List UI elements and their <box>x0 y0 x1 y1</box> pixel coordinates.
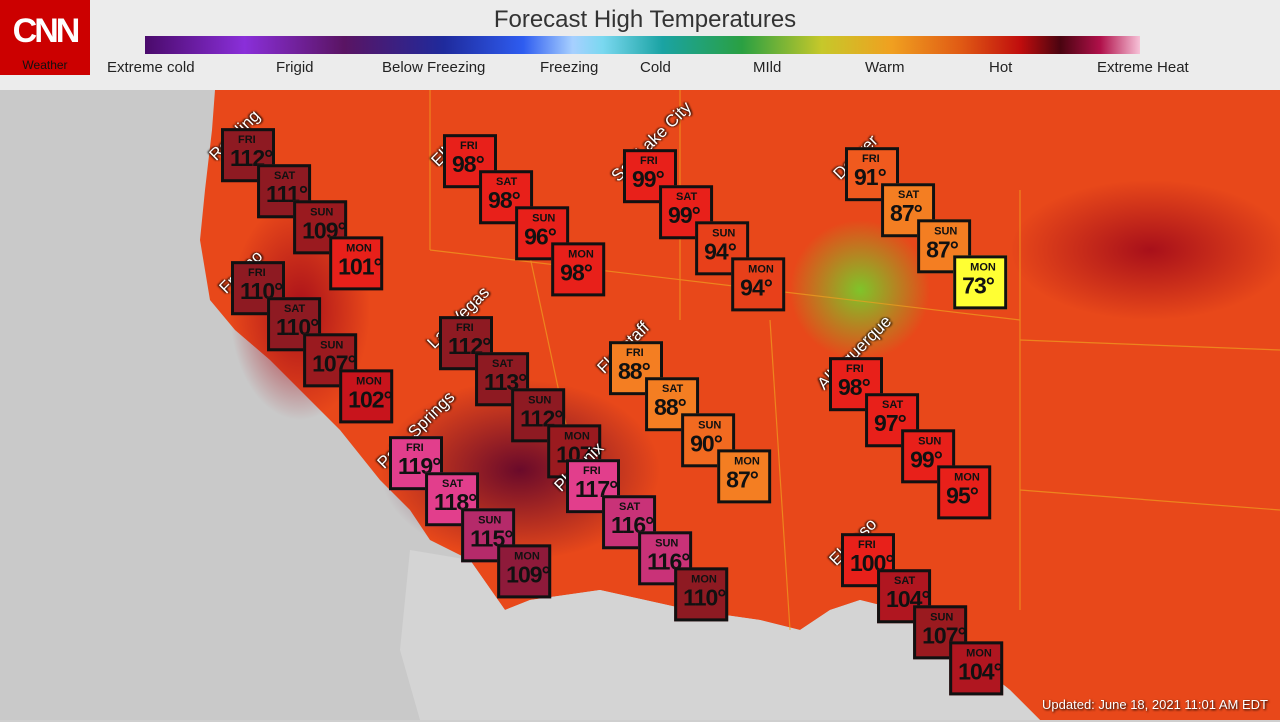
forecast-temp: 95° <box>946 482 978 509</box>
page-title: Forecast High Temperatures <box>493 6 797 33</box>
updated-timestamp: Updated: June 18, 2021 11:01 AM EDT <box>1042 697 1268 712</box>
forecast-temp: 94° <box>740 274 772 301</box>
forecast-temp: 104° <box>958 658 1002 685</box>
scale-label-extreme-cold: Extreme cold <box>107 59 195 76</box>
heat-zone-plains <box>1010 180 1280 320</box>
cool-zone-colorado-mountains <box>790 220 930 360</box>
forecast-temp: 101° <box>338 253 382 280</box>
forecast-temp: 109° <box>506 561 550 588</box>
forecast-temp: 73° <box>962 272 994 299</box>
temperature-color-scale <box>145 36 1140 54</box>
temperature-map: ReddingFRI112°SAT111°SUN109°MON101°ElkoF… <box>0 90 1280 720</box>
scale-label-below-freezing: Below Freezing <box>382 59 486 76</box>
forecast-cell-mon: MON 102° <box>339 369 394 424</box>
forecast-cell-mon: MON 98° <box>551 242 606 297</box>
forecast-temp: 102° <box>348 386 392 413</box>
forecast-cell-mon: MON 104° <box>949 641 1004 696</box>
scale-label-freezing: Freezing <box>540 59 599 76</box>
scale-label-mild: MIld <box>753 59 782 76</box>
forecast-cell-mon: MON 109° <box>497 544 552 599</box>
scale-label-warm: Warm <box>865 59 905 76</box>
forecast-cell-mon: MON 73° <box>953 255 1008 310</box>
scale-label-cold: Cold <box>640 59 671 76</box>
forecast-temp: 98° <box>560 259 592 286</box>
forecast-cell-mon: MON 110° <box>674 567 729 622</box>
forecast-cell-mon: MON 101° <box>329 236 384 291</box>
forecast-cell-mon: MON 95° <box>937 465 992 520</box>
forecast-cell-mon: MON 87° <box>717 449 772 504</box>
logo-subtitle: Weather <box>22 58 68 72</box>
scale-label-extreme-heat: Extreme Heat <box>1097 59 1189 76</box>
forecast-temp: 110° <box>683 584 726 611</box>
header: CNN Weather Forecast High Temperatures E… <box>0 0 1280 90</box>
forecast-temp: 87° <box>726 466 758 493</box>
forecast-cell-mon: MON 94° <box>731 257 786 312</box>
scale-label-hot: Hot <box>989 59 1013 76</box>
cnn-logo: CNN <box>0 0 90 75</box>
scale-label-frigid: Frigid <box>276 59 314 76</box>
logo-text: CNN <box>12 12 81 50</box>
